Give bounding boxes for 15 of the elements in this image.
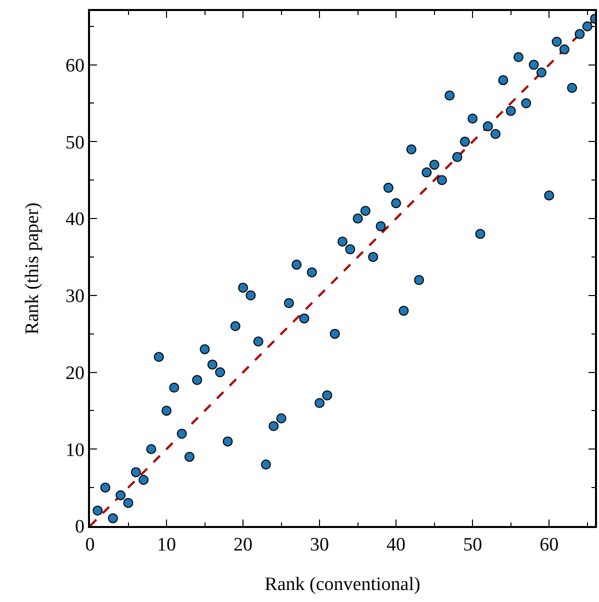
y-tick-label: 0 — [74, 516, 84, 538]
y-axis-title: Rank (this paper) — [22, 202, 43, 334]
x-tick-label: 40 — [386, 534, 406, 556]
x-tick-label: 30 — [310, 534, 330, 556]
y-tick-label: 50 — [65, 132, 84, 154]
x-tick-label: 20 — [234, 534, 253, 556]
x-tick-label: 50 — [463, 534, 482, 556]
y-tick-label: 20 — [65, 362, 84, 384]
y-tick-label: 40 — [65, 209, 84, 230]
x-tick-label: 10 — [157, 534, 176, 556]
x-tick-label: 60 — [540, 534, 559, 556]
y-tick-label: 10 — [65, 440, 84, 461]
x-axis-title: Rank (conventional) — [264, 574, 420, 595]
y-tick-label: 60 — [65, 55, 84, 76]
y-tick-label: 30 — [65, 286, 84, 308]
